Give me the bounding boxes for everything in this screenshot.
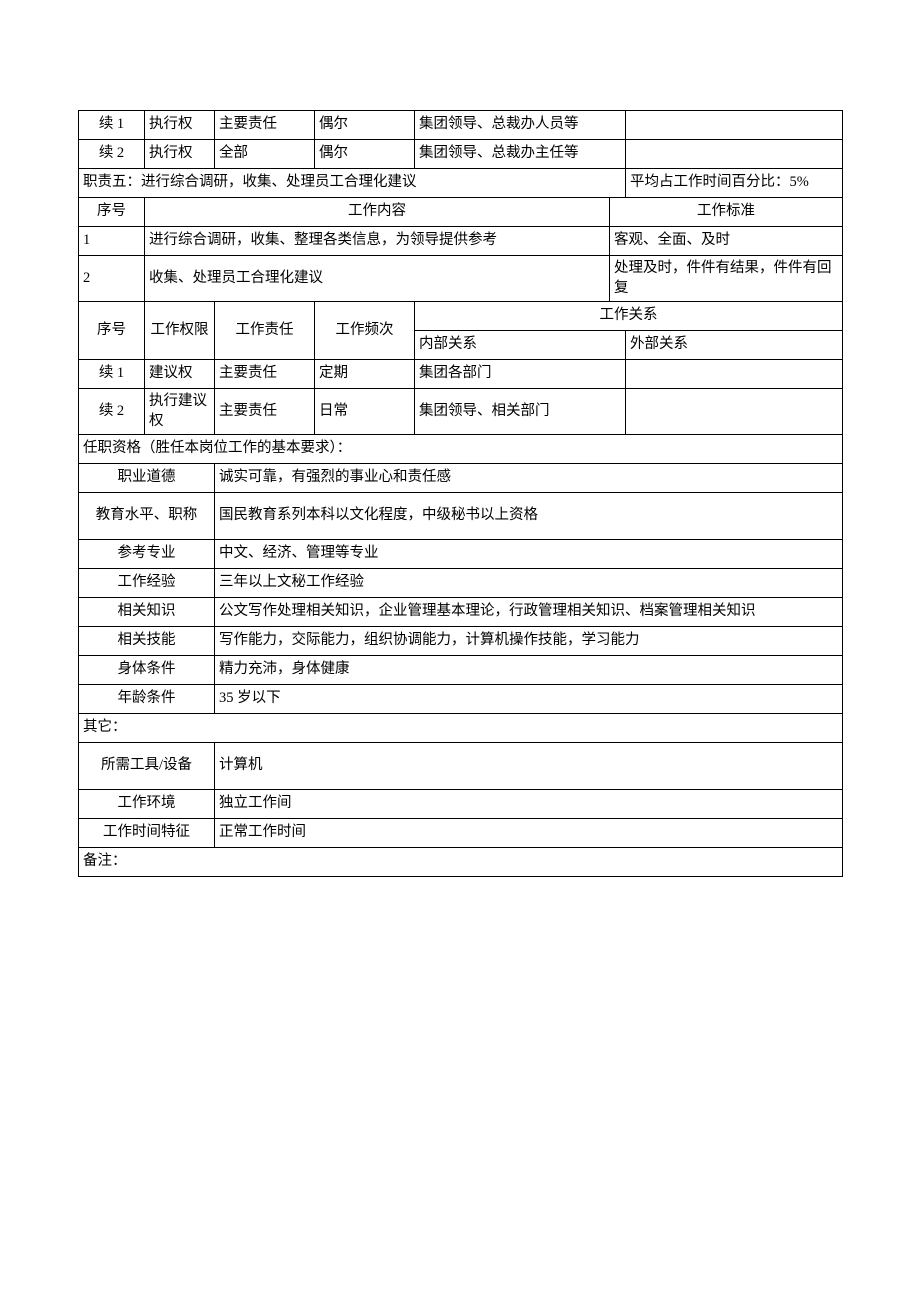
cell-freq: 日常	[315, 389, 415, 435]
qual-label: 工作经验	[79, 569, 215, 598]
table-row: 工作环境 独立工作间	[79, 790, 843, 819]
table-row: 续 1 执行权 主要责任 偶尔 集团领导、总裁办人员等	[79, 111, 843, 140]
qual-label: 年龄条件	[79, 685, 215, 714]
cell-freq: 定期	[315, 360, 415, 389]
cell-freq: 偶尔	[315, 140, 415, 169]
cell-internal: 集团领导、总裁办人员等	[415, 111, 626, 140]
table-row: 工作时间特征 正常工作时间	[79, 819, 843, 848]
cell-standard: 处理及时，件件有结果，件件有回复	[610, 256, 843, 302]
other-label: 所需工具/设备	[79, 743, 215, 790]
cell-seq: 续 2	[79, 140, 145, 169]
hdr-auth: 工作权限	[145, 302, 215, 360]
qual-value: 35 岁以下	[215, 685, 843, 714]
qual-label: 相关技能	[79, 627, 215, 656]
cell-resp: 主要责任	[215, 389, 315, 435]
qual-value: 写作能力，交际能力，组织协调能力，计算机操作技能，学习能力	[215, 627, 843, 656]
other-value: 计算机	[215, 743, 843, 790]
cell-standard: 客观、全面、及时	[610, 227, 843, 256]
job-spec-table: 续 1 执行权 主要责任 偶尔 集团领导、总裁办人员等 续 2 执行权 全部 偶…	[78, 110, 843, 877]
table-row: 工作经验 三年以上文秘工作经验	[79, 569, 843, 598]
cell-seq: 续 1	[79, 111, 145, 140]
document-page: 续 1 执行权 主要责任 偶尔 集团领导、总裁办人员等 续 2 执行权 全部 偶…	[0, 0, 920, 1302]
cell-freq: 偶尔	[315, 111, 415, 140]
table-row: 参考专业 中文、经济、管理等专业	[79, 540, 843, 569]
duty-subheader-row: 序号 工作内容 工作标准	[79, 198, 843, 227]
qual-value: 精力充沛，身体健康	[215, 656, 843, 685]
cell-internal: 集团领导、相关部门	[415, 389, 626, 435]
table-row: 1 进行综合调研，收集、整理各类信息，为领导提供参考 客观、全面、及时	[79, 227, 843, 256]
other-header: 其它：	[79, 714, 843, 743]
table-row: 相关知识 公文写作处理相关知识，企业管理基本理论，行政管理相关知识、档案管理相关…	[79, 598, 843, 627]
cell-auth: 执行建议权	[145, 389, 215, 435]
duty-time-pct: 平均占工作时间百分比：5%	[626, 169, 843, 198]
qual-value: 国民教育系列本科以文化程度，中级秘书以上资格	[215, 493, 843, 540]
cell-external	[626, 140, 843, 169]
hdr-seq: 序号	[79, 302, 145, 360]
hdr-resp: 工作责任	[215, 302, 315, 360]
table-row: 续 1 建议权 主要责任 定期 集团各部门	[79, 360, 843, 389]
qual-header: 任职资格（胜任本岗位工作的基本要求）：	[79, 435, 843, 464]
qual-header-row: 任职资格（胜任本岗位工作的基本要求）：	[79, 435, 843, 464]
qual-value: 中文、经济、管理等专业	[215, 540, 843, 569]
remark: 备注：	[79, 848, 843, 877]
cell-auth: 执行权	[145, 140, 215, 169]
table-row: 2 收集、处理员工合理化建议 处理及时，件件有结果，件件有回复	[79, 256, 843, 302]
cell-seq: 续 1	[79, 360, 145, 389]
table-row: 年龄条件 35 岁以下	[79, 685, 843, 714]
table-row: 身体条件 精力充沛，身体健康	[79, 656, 843, 685]
other-value: 独立工作间	[215, 790, 843, 819]
cell-resp: 主要责任	[215, 111, 315, 140]
cell-content: 收集、处理员工合理化建议	[145, 256, 610, 302]
qual-label: 参考专业	[79, 540, 215, 569]
cell-internal: 集团领导、总裁办主任等	[415, 140, 626, 169]
cell-seq: 续 2	[79, 389, 145, 435]
cell-content: 进行综合调研，收集、整理各类信息，为领导提供参考	[145, 227, 610, 256]
cell-external	[626, 360, 843, 389]
qual-label: 相关知识	[79, 598, 215, 627]
table-row: 续 2 执行建议权 主要责任 日常 集团领导、相关部门	[79, 389, 843, 435]
remark-row: 备注：	[79, 848, 843, 877]
hdr-external: 外部关系	[626, 331, 843, 360]
other-label: 工作环境	[79, 790, 215, 819]
qual-label: 职业道德	[79, 464, 215, 493]
hdr-rel: 工作关系	[415, 302, 843, 331]
cell-auth: 执行权	[145, 111, 215, 140]
cell-external	[626, 111, 843, 140]
hdr-freq: 工作频次	[315, 302, 415, 360]
table-row: 职业道德 诚实可靠，有强烈的事业心和责任感	[79, 464, 843, 493]
cell-resp: 主要责任	[215, 360, 315, 389]
duty-header-row: 职责五：进行综合调研，收集、处理员工合理化建议 平均占工作时间百分比：5%	[79, 169, 843, 198]
cell-auth: 建议权	[145, 360, 215, 389]
table-row: 教育水平、职称 国民教育系列本科以文化程度，中级秘书以上资格	[79, 493, 843, 540]
cell-internal: 集团各部门	[415, 360, 626, 389]
cell-resp: 全部	[215, 140, 315, 169]
hdr-standard: 工作标准	[610, 198, 843, 227]
other-label: 工作时间特征	[79, 819, 215, 848]
qual-label: 身体条件	[79, 656, 215, 685]
table-row: 相关技能 写作能力，交际能力，组织协调能力，计算机操作技能，学习能力	[79, 627, 843, 656]
hdr-internal: 内部关系	[415, 331, 626, 360]
duty-title: 职责五：进行综合调研，收集、处理员工合理化建议	[79, 169, 626, 198]
qual-label: 教育水平、职称	[79, 493, 215, 540]
hdr-content: 工作内容	[145, 198, 610, 227]
cell-seq: 1	[79, 227, 145, 256]
qual-value: 诚实可靠，有强烈的事业心和责任感	[215, 464, 843, 493]
qual-value: 公文写作处理相关知识，企业管理基本理论，行政管理相关知识、档案管理相关知识	[215, 598, 843, 627]
table-row: 续 2 执行权 全部 偶尔 集团领导、总裁办主任等	[79, 140, 843, 169]
other-header-row: 其它：	[79, 714, 843, 743]
rel-header-row-1: 序号 工作权限 工作责任 工作频次 工作关系	[79, 302, 843, 331]
qual-value: 三年以上文秘工作经验	[215, 569, 843, 598]
hdr-seq: 序号	[79, 198, 145, 227]
table-row: 所需工具/设备 计算机	[79, 743, 843, 790]
cell-external	[626, 389, 843, 435]
other-value: 正常工作时间	[215, 819, 843, 848]
cell-seq: 2	[79, 256, 145, 302]
